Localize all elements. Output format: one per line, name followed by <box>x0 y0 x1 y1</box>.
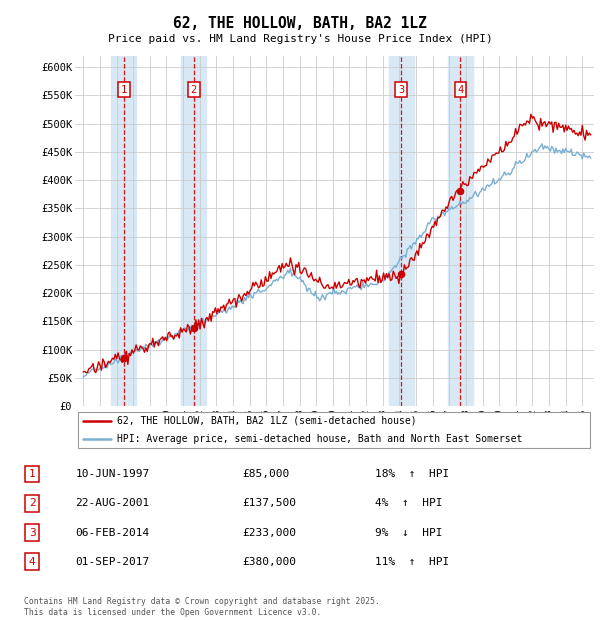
Text: 1: 1 <box>29 469 35 479</box>
Text: Contains HM Land Registry data © Crown copyright and database right 2025.
This d: Contains HM Land Registry data © Crown c… <box>24 598 380 617</box>
Text: 2: 2 <box>191 85 197 95</box>
Bar <box>448 56 473 406</box>
Bar <box>112 56 136 406</box>
Bar <box>181 56 206 406</box>
Text: £137,500: £137,500 <box>242 498 296 508</box>
Text: 9%  ↓  HPI: 9% ↓ HPI <box>375 528 442 538</box>
Text: 62, THE HOLLOW, BATH, BA2 1LZ (semi-detached house): 62, THE HOLLOW, BATH, BA2 1LZ (semi-deta… <box>116 416 416 426</box>
Bar <box>389 56 413 406</box>
FancyBboxPatch shape <box>77 412 590 448</box>
Text: 2: 2 <box>29 498 35 508</box>
Text: 22-AUG-2001: 22-AUG-2001 <box>76 498 149 508</box>
Text: £85,000: £85,000 <box>242 469 290 479</box>
Text: 01-SEP-2017: 01-SEP-2017 <box>76 557 149 567</box>
Text: 4: 4 <box>29 557 35 567</box>
Text: 18%  ↑  HPI: 18% ↑ HPI <box>375 469 449 479</box>
Text: £233,000: £233,000 <box>242 528 296 538</box>
Text: 3: 3 <box>29 528 35 538</box>
Text: 4%  ↑  HPI: 4% ↑ HPI <box>375 498 442 508</box>
Text: 3: 3 <box>398 85 404 95</box>
Text: 11%  ↑  HPI: 11% ↑ HPI <box>375 557 449 567</box>
Text: 1: 1 <box>121 85 127 95</box>
Text: 10-JUN-1997: 10-JUN-1997 <box>76 469 149 479</box>
Text: Price paid vs. HM Land Registry's House Price Index (HPI): Price paid vs. HM Land Registry's House … <box>107 34 493 44</box>
Text: 62, THE HOLLOW, BATH, BA2 1LZ: 62, THE HOLLOW, BATH, BA2 1LZ <box>173 16 427 30</box>
Text: 06-FEB-2014: 06-FEB-2014 <box>76 528 149 538</box>
Text: £380,000: £380,000 <box>242 557 296 567</box>
Text: 4: 4 <box>457 85 464 95</box>
Text: HPI: Average price, semi-detached house, Bath and North East Somerset: HPI: Average price, semi-detached house,… <box>116 434 522 444</box>
